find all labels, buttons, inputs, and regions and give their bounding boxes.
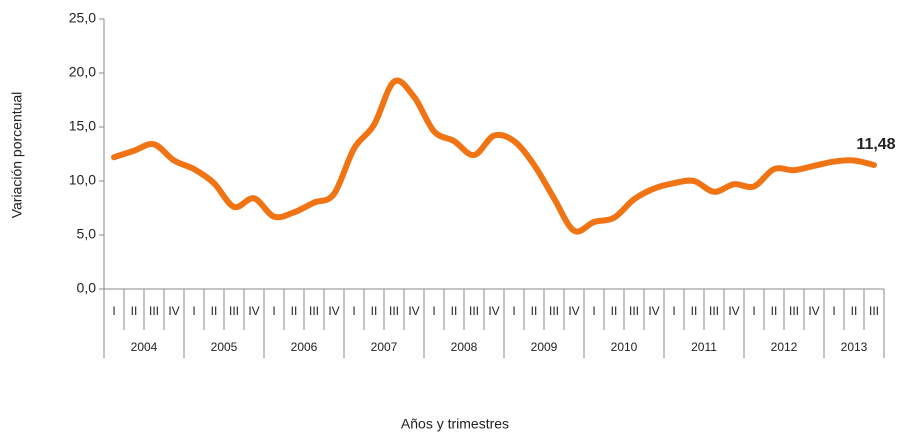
x-tick-label: IV [568,304,579,318]
x-tick-label: II [291,304,298,318]
data-label: 11,48 [856,136,895,153]
y-axis-title: Variación porcentual [9,92,25,219]
x-tick-label: II [451,304,458,318]
y-tick-label: 0,0 [77,280,97,296]
year-label: 2013 [841,340,868,354]
year-label: 2004 [131,340,158,354]
x-tick-label: III [229,304,239,318]
x-tick-label: I [112,304,115,318]
year-label: 2009 [531,340,558,354]
year-label: 2008 [451,340,478,354]
x-tick-label: IV [728,304,739,318]
x-tick-label: III [629,304,639,318]
y-tick-label: 15,0 [69,118,96,134]
year-label: 2010 [611,340,638,354]
x-tick-label: I [752,304,755,318]
year-label: 2011 [691,340,717,354]
x-tick-label: I [432,304,435,318]
x-tick-label: III [469,304,479,318]
x-tick-label: II [371,304,378,318]
x-tick-label: III [149,304,159,318]
x-tick-label: IV [488,304,499,318]
x-tick-label: I [832,304,835,318]
year-label: 2012 [771,340,798,354]
x-tick-label: I [272,304,275,318]
x-tick-label: II [771,304,778,318]
x-tick-label: II [691,304,698,318]
x-tick-label: IV [328,304,339,318]
x-tick-label: IV [808,304,819,318]
y-tick-label: 5,0 [77,226,97,242]
y-tick-label: 10,0 [69,172,96,188]
x-axis-title: Años y trimestres [401,416,509,432]
x-tick-label: II [611,304,618,318]
x-tick-label: III [549,304,559,318]
x-tick-label: II [531,304,538,318]
x-tick-label: III [789,304,799,318]
x-tick-label: III [869,304,879,318]
x-tick-label: I [352,304,355,318]
year-label: 2006 [291,340,318,354]
x-tick-label: IV [168,304,179,318]
x-tick-label: I [192,304,195,318]
x-tick-label: II [851,304,858,318]
year-label: 2007 [371,340,398,354]
x-tick-label: IV [408,304,419,318]
x-tick-label: II [211,304,218,318]
x-tick-label: IV [248,304,259,318]
x-tick-label: I [592,304,595,318]
year-label: 2005 [211,340,238,354]
x-tick-label: III [389,304,399,318]
x-tick-label: III [709,304,719,318]
y-tick-label: 25,0 [69,10,96,26]
y-tick-label: 20,0 [69,64,96,80]
x-tick-label: IV [648,304,659,318]
x-tick-label: III [309,304,319,318]
x-tick-label: I [672,304,675,318]
x-tick-label: II [131,304,138,318]
data-line [111,77,877,235]
x-tick-label: I [512,304,515,318]
